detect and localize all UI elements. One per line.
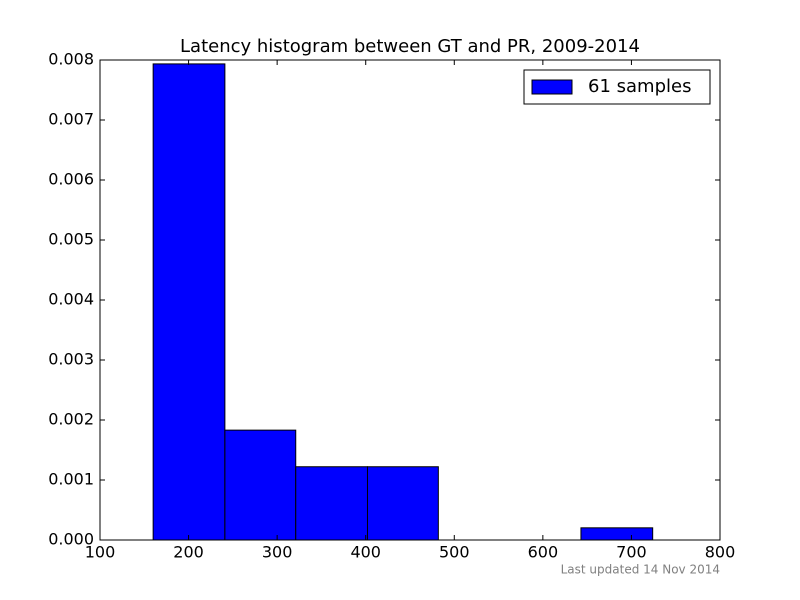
x-tick-label: 100: [85, 543, 116, 562]
bar: [366, 466, 439, 541]
x-tick-label: 400: [350, 543, 381, 562]
x-tick-label: 300: [262, 543, 293, 562]
y-tick-label: 0.004: [48, 290, 94, 309]
chart-title: Latency histogram between GT and PR, 200…: [180, 36, 640, 57]
y-tick-label: 0.008: [48, 50, 94, 69]
bar: [152, 63, 226, 541]
x-tick-label: 700: [616, 543, 647, 562]
x-tick-label: 200: [173, 543, 204, 562]
bar: [580, 527, 654, 541]
x-tick-label: 500: [439, 543, 470, 562]
y-tick-label: 0.006: [48, 170, 94, 189]
x-tick-label: 600: [528, 543, 559, 562]
y-tick-label: 0.005: [48, 230, 94, 249]
y-tick-label: 0.002: [48, 410, 94, 429]
footnote: Last updated 14 Nov 2014: [561, 563, 720, 577]
bar: [295, 466, 368, 541]
legend-label: 61 samples: [588, 76, 691, 97]
bar: [224, 429, 297, 541]
y-tick-label: 0.003: [48, 350, 94, 369]
x-tick-label: 800: [705, 543, 736, 562]
y-tick-label: 0.000: [48, 530, 94, 549]
y-tick-label: 0.001: [48, 470, 94, 489]
legend-swatch: [531, 79, 573, 95]
y-tick-label: 0.007: [48, 110, 94, 129]
